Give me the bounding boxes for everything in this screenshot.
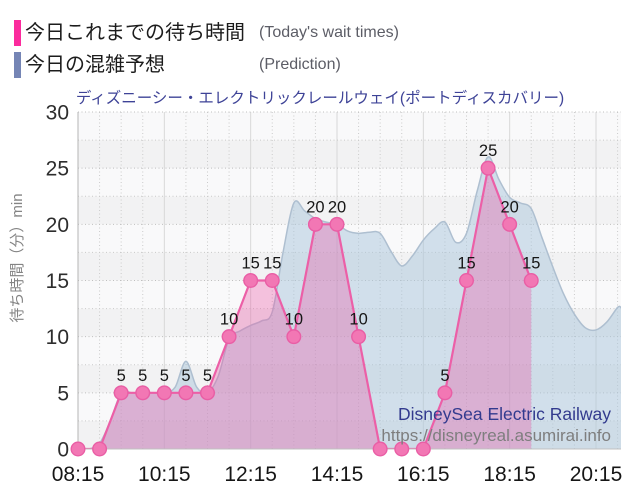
point-label: 10 — [220, 311, 238, 329]
prediction-series-label: 今日の混雑予想 — [25, 54, 165, 76]
x-tick-label: 20:15 — [570, 463, 623, 486]
axes — [77, 112, 621, 450]
today-series-label: 今日これまでの待ち時間 — [25, 22, 245, 44]
point-label: 20 — [328, 198, 346, 216]
data-point — [523, 273, 539, 289]
watermark-url[interactable]: https://disneyreal.asumirai.info — [381, 426, 611, 445]
data-point — [502, 216, 518, 232]
data-point — [480, 160, 496, 176]
y-tick-label: 20 — [46, 214, 69, 237]
today-series — [78, 167, 533, 449]
data-point — [199, 385, 215, 401]
data-point — [70, 441, 86, 457]
x-tick-label: 12:15 — [224, 463, 277, 486]
data-point — [264, 273, 280, 289]
data-point — [156, 385, 172, 401]
data-point — [437, 385, 453, 401]
data-point — [135, 385, 151, 401]
data-point — [243, 273, 259, 289]
data-point — [221, 329, 237, 345]
today-data-points — [70, 160, 539, 457]
data-point — [178, 385, 194, 401]
data-point — [329, 216, 345, 232]
today-series-swatch — [14, 20, 21, 46]
data-point — [372, 441, 388, 457]
legend-item-prediction: 今日の混雑予想 (Prediction) — [14, 49, 399, 81]
y-axis-labels: 0 5 10 15 20 25 30 — [46, 102, 69, 462]
data-point — [351, 329, 367, 345]
data-point — [286, 329, 302, 345]
point-label: 10 — [285, 311, 303, 329]
y-axis-title: 待ち時間（分）min — [9, 193, 26, 322]
y-tick-label: 15 — [46, 270, 69, 293]
y-tick-label: 0 — [57, 439, 69, 462]
y-tick-label: 10 — [46, 326, 69, 349]
today-series-label-en: (Today's wait times) — [259, 24, 399, 41]
y-tick-label: 30 — [46, 102, 69, 125]
legend-item-today: 今日これまでの待ち時間 (Today's wait times) — [14, 17, 399, 49]
point-label: 20 — [500, 198, 518, 216]
watermark: DisneySea Electric Railway https://disne… — [381, 403, 611, 447]
x-axis-labels: 08:15 10:15 12:15 14:15 16:15 18:15 20:15 — [52, 463, 623, 486]
point-label: 10 — [349, 311, 367, 329]
prediction-series-label-en: (Prediction) — [259, 56, 341, 73]
x-tick-label: 16:15 — [397, 463, 450, 486]
point-label: 5 — [203, 367, 212, 385]
watermark-site-name: DisneySea Electric Railway — [398, 404, 611, 424]
x-tick-label: 10:15 — [138, 463, 191, 486]
point-label: 15 — [241, 255, 259, 273]
y-tick-label: 5 — [57, 382, 69, 405]
point-label: 5 — [138, 367, 147, 385]
data-point — [459, 273, 475, 289]
point-label: 5 — [440, 367, 449, 385]
x-tick-label: 14:15 — [311, 463, 364, 486]
data-point — [92, 441, 108, 457]
chart-title: ディズニーシー・エレクトリックレールウェイ(ポートディスカバリー) — [75, 90, 565, 107]
chart-legend: 今日これまでの待ち時間 (Today's wait times) 今日の混雑予想… — [14, 17, 399, 81]
x-tick-label: 18:15 — [483, 463, 536, 486]
point-label: 5 — [160, 367, 169, 385]
point-label: 25 — [479, 142, 497, 160]
point-label: 20 — [306, 198, 324, 216]
data-point — [415, 441, 431, 457]
point-label: 15 — [263, 255, 281, 273]
data-point — [113, 385, 129, 401]
point-label: 5 — [117, 367, 126, 385]
point-label: 15 — [457, 255, 475, 273]
data-point — [307, 216, 323, 232]
y-tick-label: 25 — [46, 158, 69, 181]
x-tick-label: 08:15 — [52, 463, 105, 486]
data-point — [394, 441, 410, 457]
point-label: 5 — [181, 367, 190, 385]
point-label: 15 — [522, 255, 540, 273]
prediction-series-swatch — [14, 52, 21, 78]
